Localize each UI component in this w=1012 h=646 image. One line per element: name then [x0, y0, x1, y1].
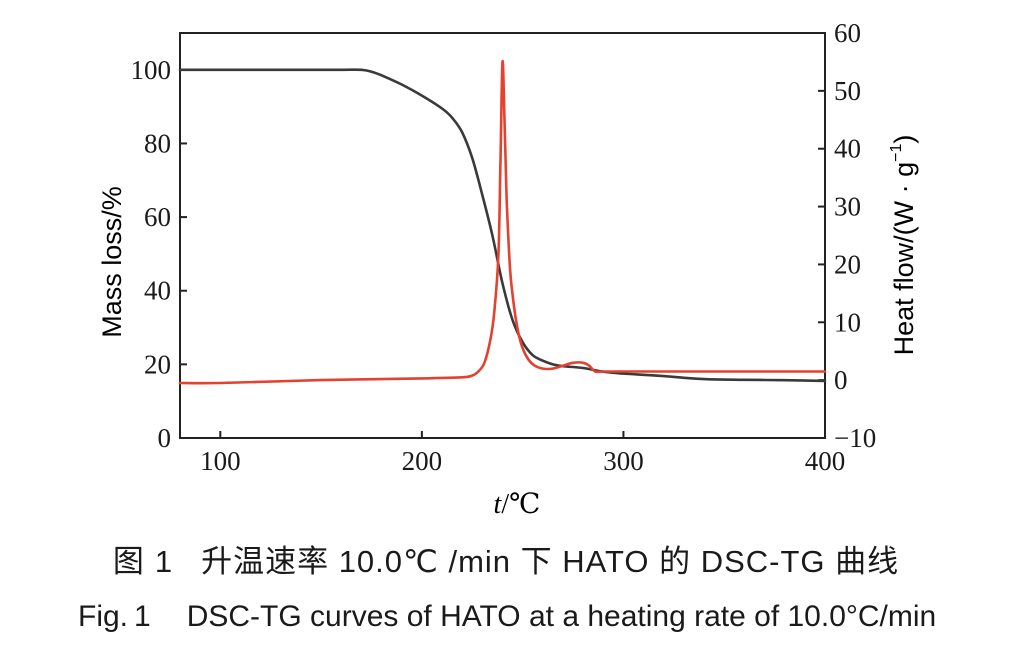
caption-en-label: Fig. [78, 600, 129, 633]
caption-chinese: 图 1 升温速率 10.0℃ /min 下 HATO 的 DSC-TG 曲线 [0, 536, 1012, 581]
y-right-tick-label-30: 30 [834, 192, 861, 222]
caption-cn-text: 升温速率 10.0℃ /min 下 HATO 的 DSC-TG 曲线 [201, 544, 900, 579]
mass-loss-line [178, 68, 827, 383]
tick-labels: 100 200 300 400 0 20 40 60 80 100 −10 0 10 20 30 40 50 60 [131, 18, 877, 476]
y-right-tick-label-40: 40 [834, 134, 861, 164]
y-right-tick-label-10: 10 [834, 307, 861, 337]
x-axis-label: t/℃ [494, 489, 541, 520]
x-tick-label-100: 100 [200, 446, 241, 476]
y-left-tick-label-80: 80 [144, 128, 171, 158]
y-right-tick-label-60: 60 [834, 18, 861, 48]
series-lines [178, 60, 827, 385]
x-tick-label-300: 300 [603, 446, 644, 476]
caption-cn-number: 1 [154, 544, 174, 579]
y-left-tick-label-60: 60 [144, 202, 171, 232]
axes [179, 32, 826, 439]
y-right-tick-label-0: 0 [834, 365, 848, 395]
x-tick-label-400: 400 [805, 446, 846, 476]
caption-cn-label: 图 [112, 544, 145, 579]
x-tick-label-200: 200 [402, 446, 443, 476]
caption-en-number: 1 [134, 600, 151, 633]
y-right-tick-label-50: 50 [834, 76, 861, 106]
y-left-tick-label-20: 20 [144, 349, 171, 379]
y-left-tick-label-0: 0 [158, 423, 172, 453]
plot-frame [179, 32, 826, 439]
heat-flow-line [178, 60, 827, 385]
y-left-tick-label-100: 100 [131, 55, 172, 85]
caption-en-text: DSC-TG curves of HATO at a heating rate … [186, 600, 937, 633]
caption-english: Fig. 1 DSC-TG curves of HATO at a heating … [0, 600, 1012, 634]
y-right-tick-label--10: −10 [834, 423, 876, 453]
y-right-tick-label-20: 20 [834, 249, 861, 279]
y-axis-right-label: Heat flow/(W · g−1) [888, 135, 919, 356]
y-axis-left-label: Mass loss/% [97, 186, 127, 338]
y-left-tick-label-40: 40 [144, 276, 171, 306]
